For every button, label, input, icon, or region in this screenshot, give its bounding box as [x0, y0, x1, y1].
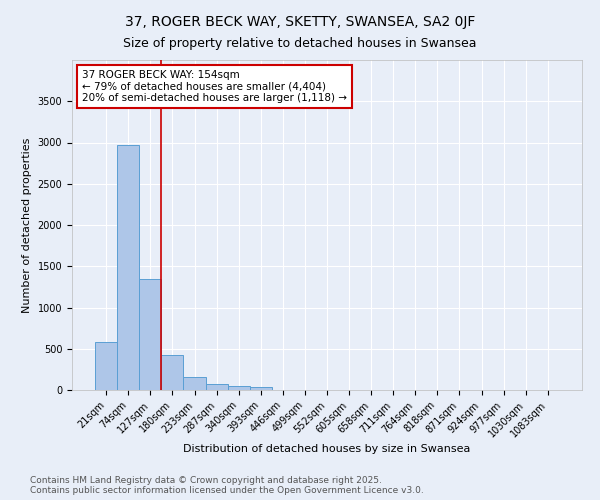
- Bar: [139, 280, 161, 390]
- Bar: [227, 386, 250, 390]
- Bar: [184, 377, 206, 390]
- Bar: [206, 384, 227, 390]
- Text: Size of property relative to detached houses in Swansea: Size of property relative to detached ho…: [123, 38, 477, 51]
- Y-axis label: Number of detached properties: Number of detached properties: [22, 138, 32, 312]
- X-axis label: Distribution of detached houses by size in Swansea: Distribution of detached houses by size …: [184, 444, 470, 454]
- Bar: [117, 145, 139, 390]
- Text: Contains HM Land Registry data © Crown copyright and database right 2025.
Contai: Contains HM Land Registry data © Crown c…: [30, 476, 424, 495]
- Bar: [161, 356, 184, 390]
- Bar: [250, 387, 272, 390]
- Text: 37 ROGER BECK WAY: 154sqm
← 79% of detached houses are smaller (4,404)
20% of se: 37 ROGER BECK WAY: 154sqm ← 79% of detac…: [82, 70, 347, 103]
- Text: 37, ROGER BECK WAY, SKETTY, SWANSEA, SA2 0JF: 37, ROGER BECK WAY, SKETTY, SWANSEA, SA2…: [125, 15, 475, 29]
- Bar: [95, 342, 117, 390]
